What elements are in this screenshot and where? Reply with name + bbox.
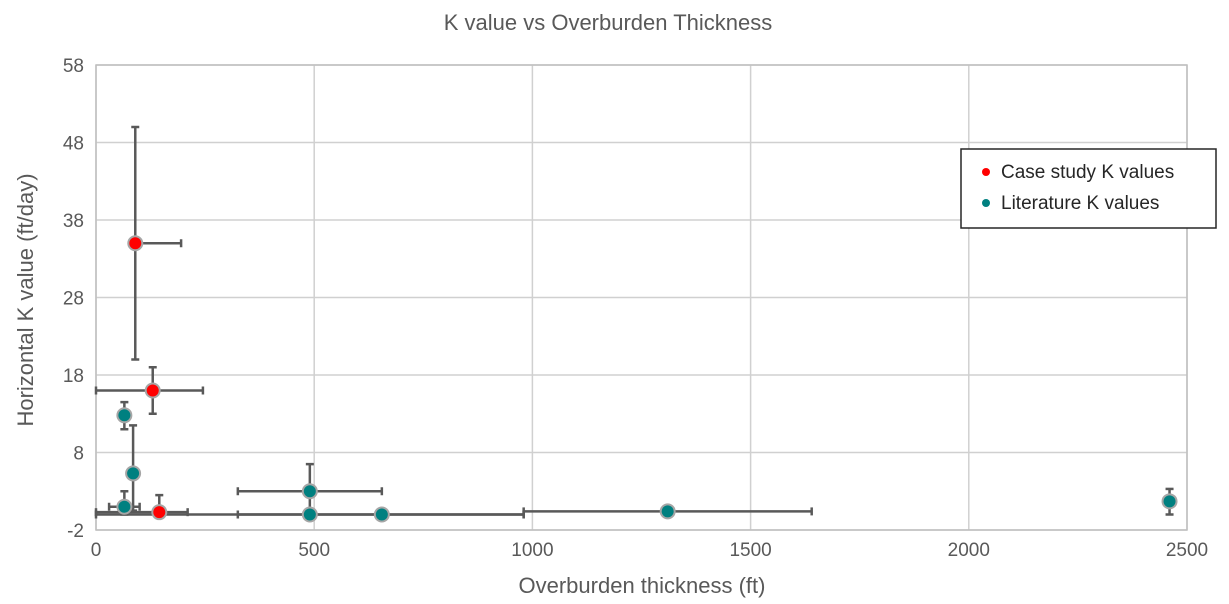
- plot-area: [95, 64, 1188, 531]
- y-tick-label: 38: [63, 211, 84, 232]
- y-tick-label: 28: [63, 289, 84, 310]
- y-tick-label: 48: [63, 134, 84, 155]
- legend-label-literature: Literature K values: [1001, 193, 1159, 214]
- legend-marker-literature: [982, 199, 990, 207]
- chart-title: K value vs Overburden Thickness: [444, 10, 773, 35]
- legend: Case study K values Literature K values: [960, 148, 1217, 229]
- y-tick-labels: -2 8 18 28 38 48 58: [63, 56, 84, 542]
- x-tick-label: 1000: [511, 540, 553, 561]
- gridlines: [95, 64, 1188, 531]
- literature-point: [125, 465, 142, 482]
- y-tick-label: 58: [63, 56, 84, 77]
- x-tick-label: 500: [298, 540, 330, 561]
- literature-point: [1161, 493, 1178, 510]
- x-tick-label: 2500: [1166, 540, 1208, 561]
- y-tick-label: 8: [73, 444, 84, 465]
- x-tick-label: 0: [91, 540, 102, 561]
- case-study-point: [127, 235, 144, 252]
- case-study-point: [151, 504, 168, 521]
- y-tick-label: 18: [63, 366, 84, 387]
- x-tick-labels: 0 500 1000 1500 2000 2500: [91, 540, 1208, 561]
- x-axis-title: Overburden thickness (ft): [519, 573, 766, 598]
- y-axis-title: Horizontal K value (ft/day): [13, 173, 38, 426]
- literature-point: [659, 503, 676, 520]
- literature-point: [373, 506, 390, 523]
- x-tick-label: 1500: [729, 540, 771, 561]
- y-tick-label: -2: [67, 521, 84, 542]
- literature-point: [301, 506, 318, 523]
- legend-box: [960, 148, 1217, 229]
- literature-point: [116, 498, 133, 515]
- legend-marker-case-study: [982, 168, 990, 176]
- legend-label-case-study: Case study K values: [1001, 162, 1174, 183]
- data-points: [116, 235, 1178, 523]
- literature-point: [301, 483, 318, 500]
- x-tick-label: 2000: [948, 540, 990, 561]
- case-study-point: [144, 382, 161, 399]
- literature-point: [116, 407, 133, 424]
